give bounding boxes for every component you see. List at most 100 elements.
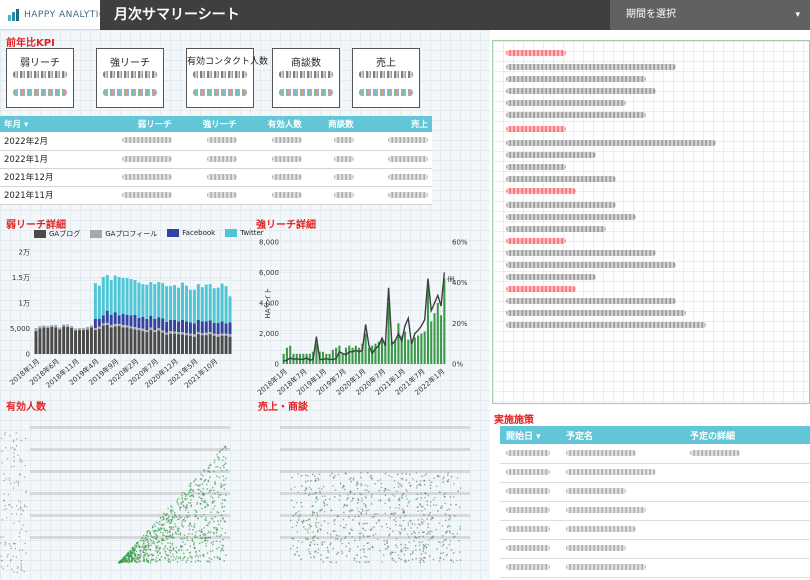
bar — [82, 327, 85, 331]
redacted-dot — [416, 497, 419, 500]
redacted-dot — [207, 536, 209, 539]
redacted-dot — [153, 523, 156, 526]
col-header-plan-name[interactable]: 予定名 — [560, 426, 684, 444]
col-header-strong-reach[interactable]: 強リーチ — [175, 116, 241, 132]
redacted-dot — [392, 514, 395, 516]
redacted-dot — [447, 524, 450, 527]
redacted-note-line — [506, 238, 566, 244]
bar — [212, 288, 216, 323]
col-header-yearmonth[interactable]: 年月 ▾ — [0, 116, 86, 132]
redacted-dot — [384, 502, 386, 505]
redacted-dot — [186, 497, 188, 500]
col-header-start-date[interactable]: 開始日 ▾ — [500, 426, 560, 444]
redacted-dot — [363, 536, 365, 538]
redacted-dot — [407, 547, 409, 550]
redacted-dot — [364, 561, 366, 564]
redacted-dot — [366, 489, 368, 492]
redacted-dot — [179, 546, 182, 548]
col-header-sales[interactable]: 売上 — [357, 116, 432, 132]
redacted-dot — [180, 503, 183, 505]
redacted-dot — [416, 493, 419, 495]
table-row[interactable]: 2022年2月 — [0, 132, 432, 151]
bar — [433, 313, 436, 364]
table-row[interactable] — [500, 520, 810, 540]
table-row[interactable] — [500, 539, 810, 559]
bar — [70, 325, 74, 328]
redacted-dot — [123, 556, 125, 558]
col-header-plan-detail[interactable]: 予定の詳細 — [684, 426, 810, 444]
table-row[interactable]: 2021年12月 — [0, 168, 432, 187]
redacted-dot — [296, 550, 299, 553]
redacted-dot — [189, 522, 192, 525]
table-row[interactable] — [500, 501, 810, 521]
redacted-dot — [5, 541, 7, 543]
bar — [145, 330, 149, 333]
redacted-dot — [300, 558, 303, 561]
redacted-dot — [155, 557, 158, 559]
redacted-text — [566, 469, 656, 475]
table-row[interactable] — [500, 463, 810, 483]
section-title-sales: 売上・商談 — [258, 402, 308, 413]
col-header-deals[interactable]: 商談数 — [305, 116, 358, 132]
table-row[interactable] — [500, 558, 810, 578]
redacted-dot — [420, 521, 423, 523]
col-header-effective[interactable]: 有効人数 — [240, 116, 306, 132]
redacted-dot — [142, 560, 144, 562]
redacted-dot — [415, 498, 418, 500]
redacted-dot — [428, 530, 431, 533]
redacted-dot — [145, 545, 148, 547]
table-row[interactable] — [500, 482, 810, 502]
redacted-note-line — [506, 214, 636, 220]
table-row[interactable]: 2021年11月 — [0, 186, 432, 205]
redacted-dot — [373, 526, 375, 528]
redacted-cell — [175, 168, 241, 187]
redacted-dot — [444, 513, 447, 515]
redacted-dot — [451, 476, 453, 478]
redacted-dot — [414, 535, 417, 538]
redacted-dot — [448, 543, 450, 546]
redacted-dot — [366, 522, 368, 525]
redacted-dot — [397, 554, 400, 556]
redacted-dot — [159, 559, 161, 561]
table-row[interactable]: 2022年1月 — [0, 150, 432, 169]
redacted-dot — [301, 520, 303, 523]
kpi-card-weak-reach: 弱リーチ — [6, 48, 74, 108]
redacted-dot — [146, 548, 148, 551]
redacted-dot — [366, 535, 369, 537]
redacted-dot — [419, 557, 421, 559]
bar — [34, 327, 38, 332]
redacted-dot — [295, 511, 298, 514]
redacted-dot — [170, 527, 173, 530]
redacted-dot — [430, 530, 433, 533]
redacted-dot — [222, 518, 224, 520]
redacted-dot — [179, 516, 181, 519]
redacted-dot — [160, 523, 163, 526]
redacted-dot — [149, 561, 152, 564]
redacted-dot — [9, 435, 11, 437]
redacted-dot — [139, 560, 142, 562]
redacted-dot — [147, 560, 149, 563]
table-row[interactable] — [500, 444, 810, 464]
redacted-dot — [171, 516, 174, 519]
bar — [105, 324, 109, 354]
redacted-dot — [203, 470, 205, 472]
redacted-dot — [208, 491, 211, 493]
redacted-dot — [401, 508, 404, 510]
col-header-weak-reach[interactable]: 弱リーチ — [86, 116, 176, 132]
redacted-dot — [20, 459, 23, 462]
bar — [387, 303, 390, 364]
bar — [125, 325, 129, 328]
redacted-dot — [193, 543, 195, 546]
redacted-dot — [200, 497, 202, 500]
redacted-dot — [225, 494, 227, 496]
redacted-dot — [439, 491, 441, 493]
redacted-dot — [210, 558, 213, 561]
period-select[interactable]: 期間を選択 ▾ — [610, 0, 810, 30]
redacted-dot — [358, 522, 360, 524]
redacted-text — [566, 507, 646, 513]
redacted-dot — [313, 475, 316, 477]
redacted-dot — [129, 555, 131, 557]
redacted-dot — [365, 512, 368, 515]
redacted-dot — [408, 482, 410, 484]
redacted-dot — [419, 504, 422, 506]
